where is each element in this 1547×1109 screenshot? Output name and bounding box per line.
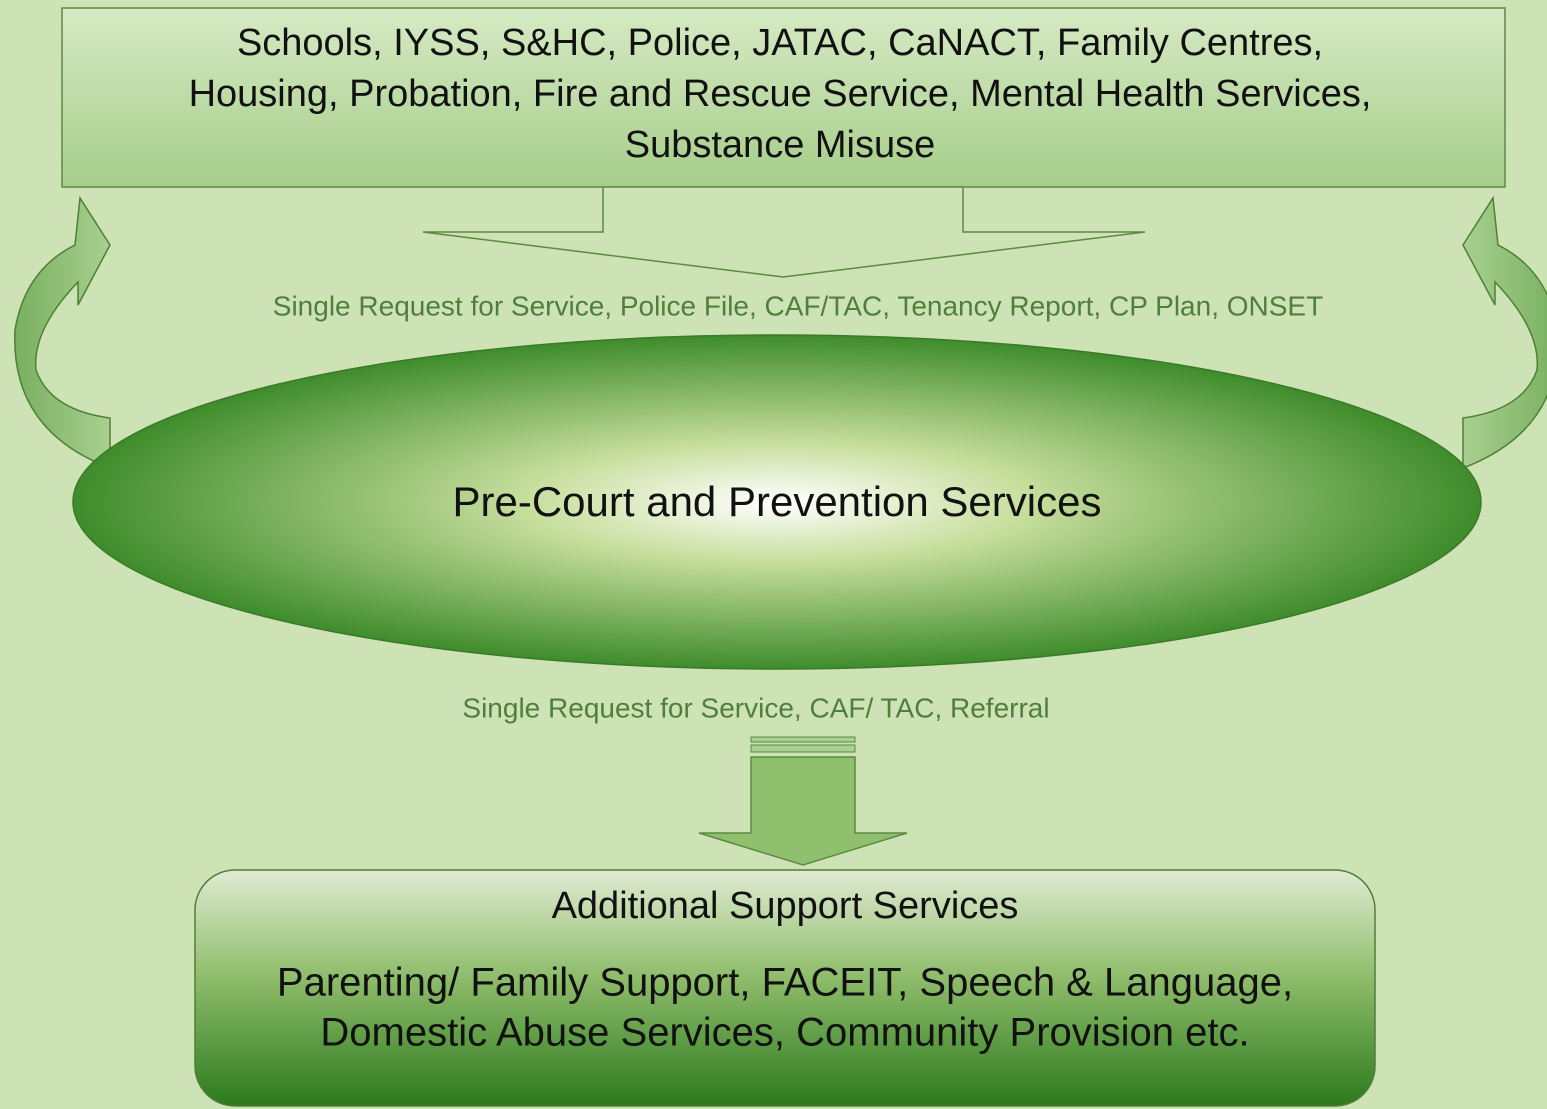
left-curved-arrow <box>14 195 111 470</box>
arrow-shape <box>14 195 111 470</box>
upper-label: Single Request for Service, Police File,… <box>273 290 1323 321</box>
callout-arrow <box>422 186 1146 278</box>
down-arrow <box>698 736 908 866</box>
center-label: Pre-Court and Prevention Services <box>453 478 1102 525</box>
arrow-shape <box>698 756 908 866</box>
lower-label: Single Request for Service, CAF/ TAC, Re… <box>462 692 1049 723</box>
top-line: Schools, IYSS, S&HC, Police, JATAC, CaNA… <box>237 22 1323 64</box>
top-line: Housing, Probation, Fire and Rescue Serv… <box>189 73 1372 115</box>
bottom-box <box>194 869 1376 1107</box>
bar <box>750 736 856 743</box>
top-box <box>61 7 1506 188</box>
top-line: Substance Misuse <box>625 124 936 166</box>
bottom-line: Domestic Abuse Services, Community Provi… <box>320 1011 1249 1055</box>
arrow-shape <box>1462 195 1547 470</box>
bottom-title: Additional Support Services <box>552 885 1019 927</box>
center-ellipse <box>72 334 1482 670</box>
bar <box>750 744 856 753</box>
bottom-line: Parenting/ Family Support, FACEIT, Speec… <box>277 961 1293 1005</box>
right-curved-arrow <box>1462 195 1547 470</box>
